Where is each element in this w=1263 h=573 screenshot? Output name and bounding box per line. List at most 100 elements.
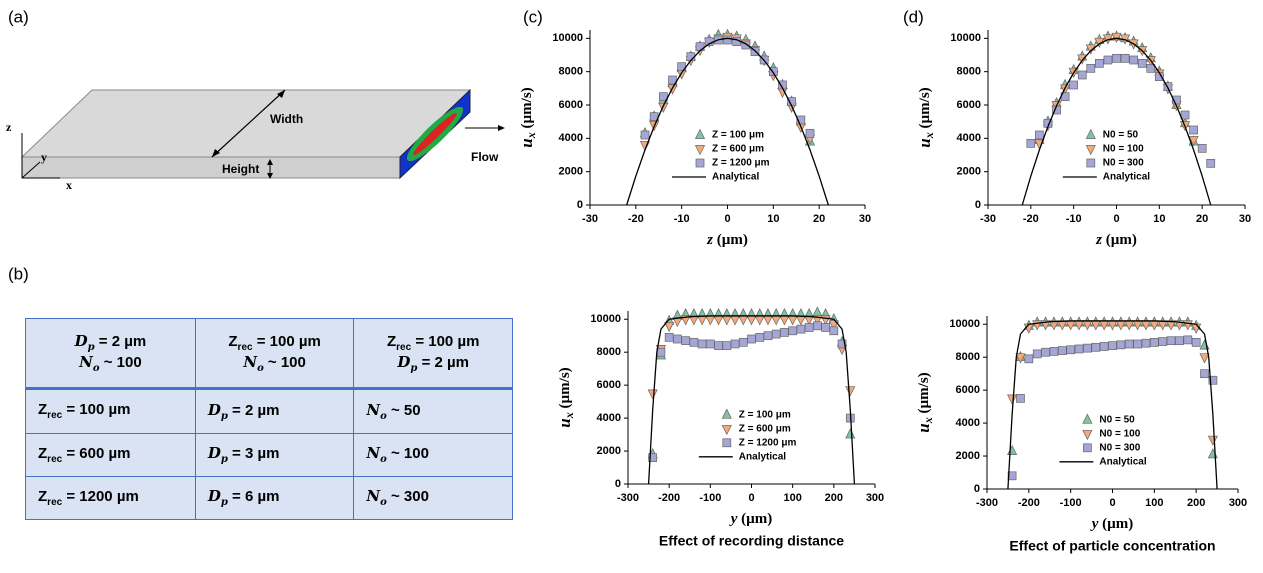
point: [681, 336, 690, 346]
symbol: D: [207, 444, 221, 463]
y-tick-label: 10000: [552, 32, 583, 44]
x-tick-label: -20: [628, 213, 644, 225]
y-tick-label: 10000: [590, 313, 621, 325]
cell-text: = 600 µm: [62, 444, 131, 462]
subscript: rec: [396, 341, 412, 353]
point: [1099, 342, 1109, 351]
point: [648, 453, 658, 462]
arrow-head: [277, 90, 285, 98]
y-tick-label: 4000: [956, 417, 980, 429]
point: [1120, 53, 1130, 63]
legend-marker: [694, 128, 706, 139]
cell-line: No ~ 50: [366, 401, 500, 422]
x-tick-label: 0: [724, 213, 730, 225]
point: [1103, 55, 1113, 65]
profile-inner: [413, 112, 457, 156]
analytical-line: [1007, 320, 1218, 490]
x-axis-label: y (µm): [1090, 516, 1134, 532]
cell-text: = 100 µm: [411, 332, 480, 350]
axis-name: x: [66, 178, 72, 192]
legend-label: Z = 600 μm: [739, 423, 791, 434]
symbol: D: [207, 400, 221, 419]
point: [1057, 346, 1067, 355]
x-tick-label: -10: [1066, 213, 1082, 225]
y-tick-label: 8000: [957, 66, 981, 78]
x-tick-label: 100: [1145, 497, 1163, 509]
x-tick-label: 20: [1196, 213, 1208, 225]
legend-label: N0 = 300: [1099, 442, 1140, 453]
width-arrow: [211, 89, 286, 158]
point: [697, 315, 708, 326]
analytical-line: [647, 315, 856, 485]
cell-text: = 2 µm: [417, 353, 469, 371]
point: [787, 315, 798, 326]
cell-text: ~ 50: [386, 401, 421, 419]
point: [647, 389, 658, 400]
symbol: N: [366, 487, 381, 506]
point: [1111, 32, 1122, 43]
point: [747, 334, 756, 344]
y-tick-label: 0: [975, 199, 981, 211]
point: [668, 75, 677, 85]
x-tick-label: 0: [748, 492, 754, 504]
point: [795, 315, 806, 326]
y-axis-label: ux (µm/s): [555, 367, 576, 427]
legend-label: Analytical: [1099, 456, 1146, 467]
analytical-line: [626, 37, 829, 206]
symbol: N: [366, 444, 381, 463]
point: [1172, 95, 1181, 105]
axis-symbol: u: [915, 138, 934, 147]
arrow-head: [267, 159, 273, 165]
cell-line: Zrec = 1200 µm: [38, 488, 183, 508]
cell-line: No ~ 100: [366, 444, 500, 465]
x-tick-label: 200: [1187, 497, 1205, 509]
point: [1188, 136, 1199, 147]
point: [1035, 130, 1044, 140]
x-axis-label: z (µm): [706, 232, 748, 248]
point: [1077, 70, 1087, 80]
y-tick-label: 4000: [559, 132, 583, 144]
subscript: rec: [237, 341, 253, 353]
x-tick-label: 20: [813, 213, 825, 225]
point: [656, 347, 666, 357]
table-cell: Dp = 6 µm: [194, 475, 355, 521]
point: [1083, 343, 1092, 353]
x-tick-label: -100: [1060, 497, 1082, 509]
symbol: Z: [38, 487, 48, 505]
x-tick-label: 30: [859, 213, 871, 225]
x-tick-label: -10: [674, 213, 690, 225]
cell-line: No ~ 300: [366, 487, 500, 508]
point: [1149, 338, 1159, 347]
table-cell: Dp = 2 µm No ~ 100: [25, 318, 196, 390]
legend-marker: [1082, 413, 1093, 424]
point: [804, 323, 814, 332]
panel-label: (b): [8, 264, 29, 283]
table-cell: Zrec = 100 µm: [25, 388, 196, 434]
subscript: o: [380, 454, 387, 466]
table-cell: Dp = 2 µm: [194, 388, 355, 434]
axis-symbol: y: [1090, 516, 1099, 532]
axis-name: z: [6, 120, 12, 134]
point: [812, 306, 823, 317]
cell-line: Zrec = 100 µm: [38, 401, 183, 421]
cell-text: = 3 µm: [227, 445, 280, 463]
table-row: Zrec = 600 µm Dp = 3 µm No ~ 100: [25, 432, 513, 477]
legend-label: Z = 1200 μm: [712, 158, 770, 169]
point: [1007, 394, 1018, 405]
axis-unit: (µm): [737, 511, 772, 527]
point: [829, 326, 839, 336]
legend-marker: [1086, 158, 1096, 168]
y-tick-label: 2000: [597, 445, 621, 457]
point: [664, 321, 675, 333]
axis-subscript: x: [921, 417, 935, 424]
legend-label: N0 = 100: [1099, 428, 1140, 439]
point: [1091, 342, 1101, 352]
caption: Effect of particle concentration: [1009, 538, 1215, 554]
x-tick-label: 300: [1229, 497, 1247, 509]
point: [1086, 63, 1096, 73]
symbol: Z: [38, 444, 48, 462]
point: [845, 386, 856, 397]
axis-unit: (µm/s): [557, 367, 573, 412]
point: [1074, 344, 1084, 354]
